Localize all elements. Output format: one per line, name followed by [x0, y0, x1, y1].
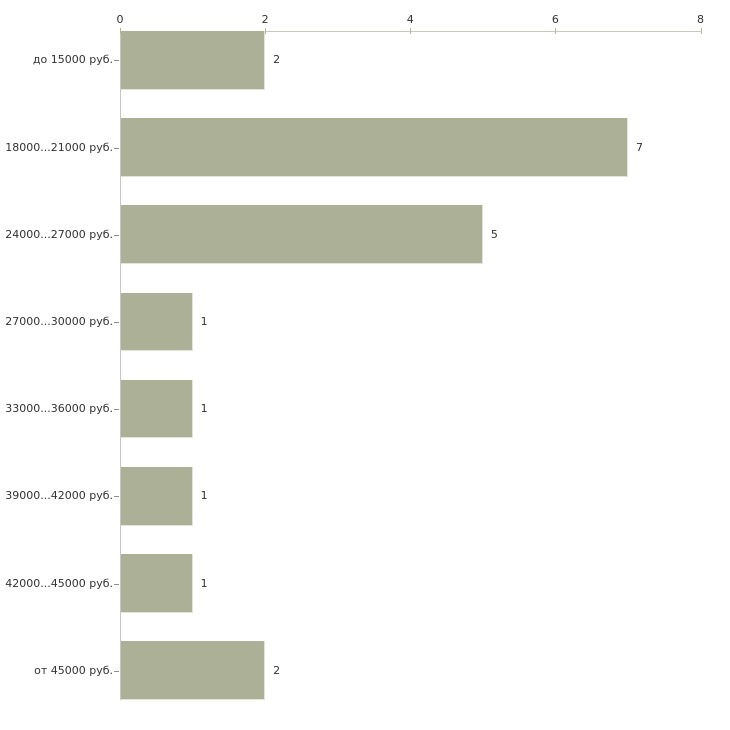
y-tick-mark — [114, 671, 119, 672]
bar — [121, 292, 193, 352]
x-tick-mark — [265, 28, 267, 34]
bar — [121, 31, 266, 90]
bar — [121, 467, 193, 526]
x-tick-label: 8 — [697, 13, 704, 26]
y-tick-mark — [114, 322, 119, 323]
bar — [121, 379, 193, 439]
y-tick-mark — [114, 235, 119, 236]
bar-value-label: 1 — [200, 402, 208, 416]
category-label: 33000...36000 руб. — [5, 402, 113, 416]
y-tick-mark — [114, 60, 119, 61]
bar — [121, 118, 628, 177]
category-label: до 15000 руб. — [32, 53, 113, 67]
category-label: 42000...45000 руб. — [5, 576, 113, 590]
category-label: 24000...27000 руб. — [5, 227, 113, 241]
bar — [121, 554, 193, 613]
x-tick-label: 4 — [406, 13, 414, 26]
bar — [121, 205, 483, 264]
x-tick-mark — [120, 28, 121, 34]
x-tick-label: 0 — [116, 13, 124, 26]
bar-value-label: 2 — [273, 53, 281, 67]
bar-value-label: 5 — [490, 227, 498, 241]
bar — [121, 641, 266, 700]
bar-value-label: 1 — [200, 314, 208, 328]
bar-value-label: 1 — [200, 489, 208, 503]
bar-value-label: 2 — [273, 663, 281, 677]
x-tick-mark — [555, 28, 557, 34]
y-axis-line — [120, 31, 121, 700]
y-tick-mark — [114, 148, 119, 149]
category-label: 18000...21000 руб. — [5, 140, 113, 154]
x-tick-label: 6 — [551, 13, 559, 26]
y-tick-mark — [114, 409, 119, 410]
x-tick-mark — [700, 28, 702, 34]
category-label: 39000...42000 руб. — [5, 489, 113, 503]
x-tick-mark — [410, 28, 412, 34]
x-tick-label: 2 — [261, 13, 269, 26]
y-tick-mark — [114, 584, 119, 585]
category-label: 27000...30000 руб. — [5, 314, 113, 328]
y-tick-mark — [114, 496, 119, 497]
bar-value-label: 1 — [200, 576, 208, 590]
category-label: от 45000 руб. — [34, 663, 113, 677]
bar-value-label: 7 — [635, 140, 643, 154]
